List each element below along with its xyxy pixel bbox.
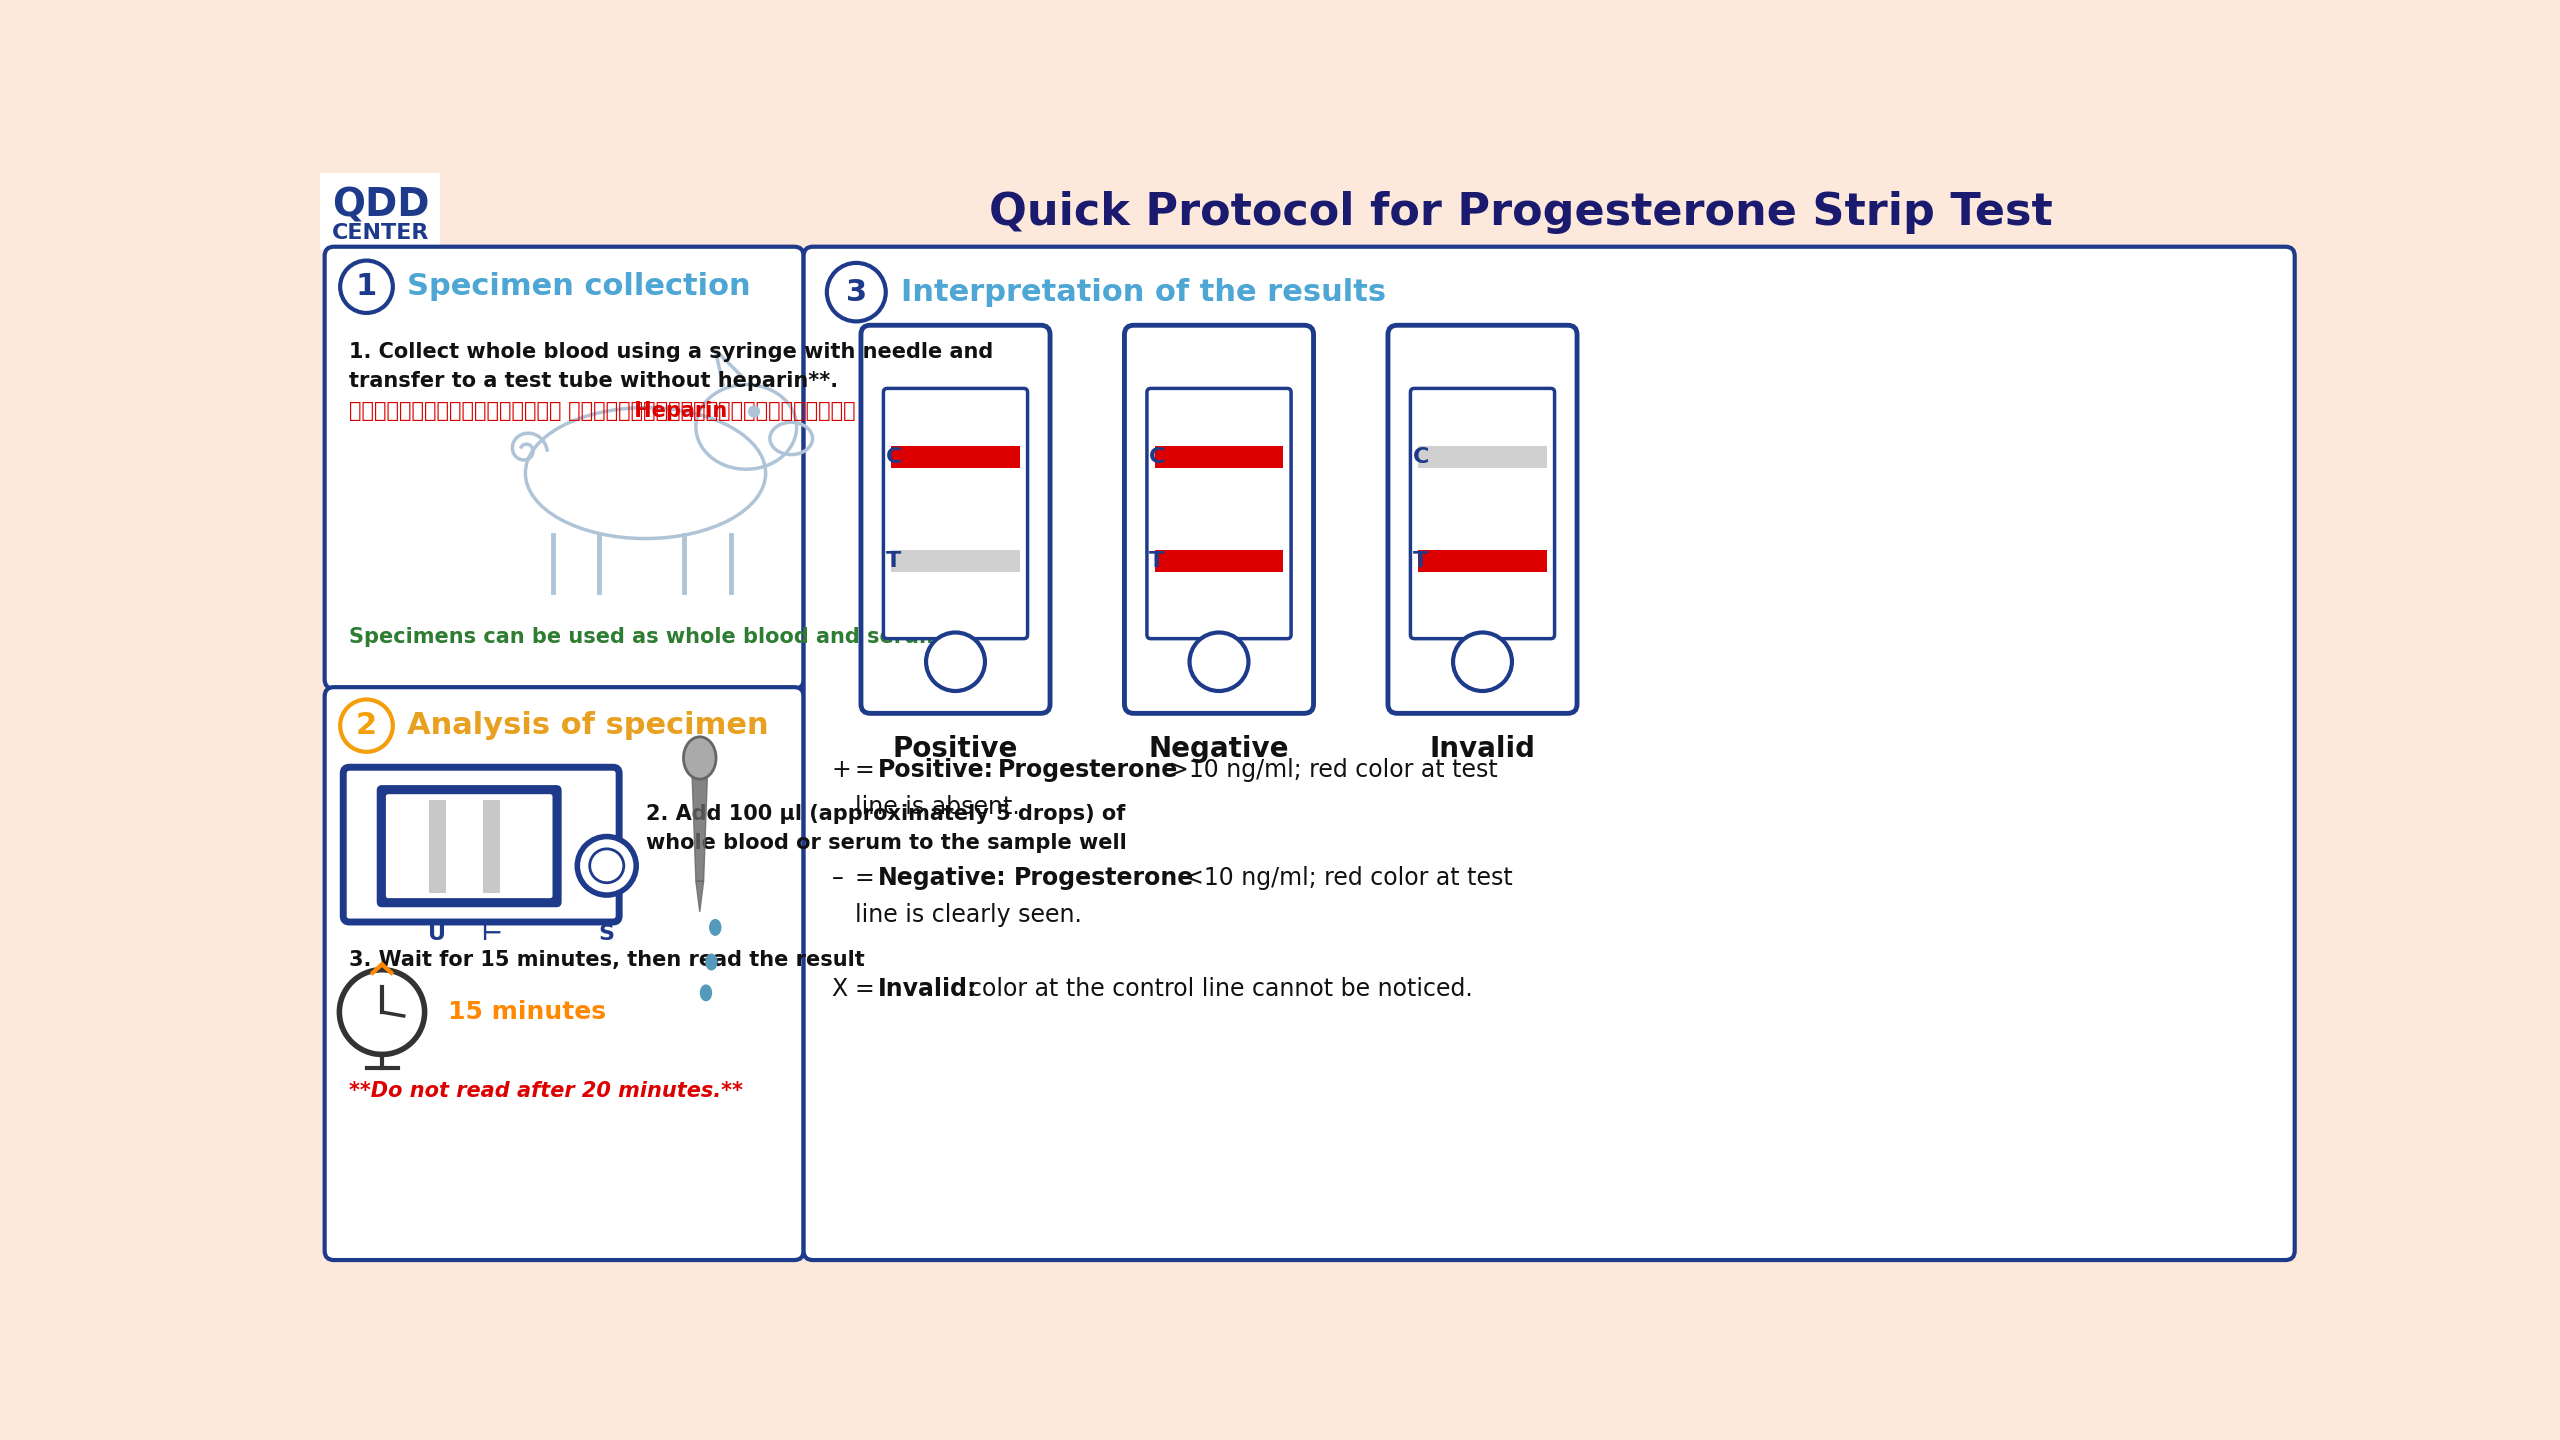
Bar <box>1155 550 1283 572</box>
Text: S: S <box>599 923 614 943</box>
FancyBboxPatch shape <box>860 325 1050 713</box>
Text: 15 minutes: 15 minutes <box>448 1001 607 1024</box>
FancyBboxPatch shape <box>325 246 804 688</box>
Text: >10 ng/ml; red color at test: >10 ng/ml; red color at test <box>1167 757 1498 782</box>
Text: **Do not read after 20 minutes.**: **Do not read after 20 minutes.** <box>351 1081 742 1102</box>
Circle shape <box>827 264 886 321</box>
Text: +: + <box>832 757 852 782</box>
Text: transfer to a test tube without heparin**.: transfer to a test tube without heparin*… <box>351 372 840 392</box>
Text: color at the control line cannot be noticed.: color at the control line cannot be noti… <box>968 978 1472 1001</box>
Text: C: C <box>1413 446 1428 467</box>
Text: Positive:: Positive: <box>878 757 993 782</box>
Circle shape <box>927 632 986 691</box>
Polygon shape <box>696 881 704 912</box>
Text: line is absent.: line is absent. <box>855 795 1019 819</box>
FancyBboxPatch shape <box>804 246 2294 1260</box>
Bar <box>891 446 1019 468</box>
Text: 1: 1 <box>356 272 376 301</box>
Bar <box>1418 446 1546 468</box>
Text: Negative: Negative <box>1149 734 1290 763</box>
Circle shape <box>579 837 637 896</box>
Text: –: – <box>832 865 842 890</box>
Text: whole blood or serum to the sample well: whole blood or serum to the sample well <box>645 834 1126 854</box>
Text: Quick Protocol for Progesterone Strip Test: Quick Protocol for Progesterone Strip Te… <box>988 192 2053 235</box>
Polygon shape <box>691 773 707 881</box>
Text: 3. Wait for 15 minutes, then read the result: 3. Wait for 15 minutes, then read the re… <box>351 950 865 971</box>
Bar <box>891 550 1019 572</box>
Ellipse shape <box>704 953 717 971</box>
FancyBboxPatch shape <box>1124 325 1313 713</box>
Text: QDD: QDD <box>333 186 430 225</box>
FancyBboxPatch shape <box>325 687 804 1260</box>
Text: X: X <box>832 978 847 1001</box>
Text: Analysis of specimen: Analysis of specimen <box>407 711 768 740</box>
Text: 1. Collect whole blood using a syringe with needle and: 1. Collect whole blood using a syringe w… <box>351 343 993 363</box>
Text: 2. Add 100 µl (approximately 5 drops) of: 2. Add 100 µl (approximately 5 drops) of <box>645 804 1124 824</box>
Text: Negative:: Negative: <box>878 865 1006 890</box>
FancyBboxPatch shape <box>1411 389 1554 639</box>
Text: Positive: Positive <box>893 734 1019 763</box>
Circle shape <box>748 406 760 418</box>
Text: CENTER: CENTER <box>333 223 430 243</box>
Text: เก็บตัวอย่างเลือด โดยใช้หลอดที่ปราศจากสาร: เก็บตัวอย่างเลือด โดยใช้หลอดที่ปราศจากสา… <box>351 400 855 420</box>
Text: Heparin: Heparin <box>627 400 727 420</box>
Bar <box>1418 550 1546 572</box>
Text: =: = <box>855 757 883 782</box>
Text: 3: 3 <box>845 278 868 307</box>
Bar <box>1155 446 1283 468</box>
Bar <box>320 173 2304 249</box>
Circle shape <box>1454 632 1513 691</box>
Circle shape <box>340 700 392 752</box>
Text: line is clearly seen.: line is clearly seen. <box>855 903 1083 927</box>
Text: T: T <box>886 552 901 570</box>
Text: T: T <box>1149 552 1165 570</box>
Bar <box>484 799 499 893</box>
Ellipse shape <box>709 919 722 936</box>
Text: <10 ng/ml; red color at test: <10 ng/ml; red color at test <box>1185 865 1513 890</box>
Text: 2: 2 <box>356 711 376 740</box>
Text: T: T <box>1413 552 1428 570</box>
Text: C: C <box>1149 446 1165 467</box>
Text: Invalid: Invalid <box>1428 734 1536 763</box>
Text: Invalid:: Invalid: <box>878 978 978 1001</box>
Text: =: = <box>855 978 883 1001</box>
Ellipse shape <box>684 737 717 779</box>
Circle shape <box>1190 632 1249 691</box>
FancyBboxPatch shape <box>379 786 561 906</box>
Text: Progesterone: Progesterone <box>1014 865 1193 890</box>
FancyBboxPatch shape <box>387 795 553 899</box>
Circle shape <box>589 848 625 883</box>
Text: =: = <box>855 865 883 890</box>
Text: ⊢: ⊢ <box>481 923 502 943</box>
Text: Specimens can be used as whole blood and serum*.: Specimens can be used as whole blood and… <box>351 626 960 647</box>
Text: C: C <box>886 446 901 467</box>
Circle shape <box>340 261 392 312</box>
Ellipse shape <box>699 985 712 1001</box>
Text: Specimen collection: Specimen collection <box>407 272 750 301</box>
Text: Interpretation of the results: Interpretation of the results <box>901 278 1388 307</box>
FancyBboxPatch shape <box>1147 389 1290 639</box>
Text: Progesterone: Progesterone <box>998 757 1178 782</box>
FancyBboxPatch shape <box>883 389 1027 639</box>
Bar <box>320 173 440 249</box>
Bar <box>428 799 445 893</box>
FancyBboxPatch shape <box>1388 325 1577 713</box>
FancyBboxPatch shape <box>343 768 620 922</box>
Circle shape <box>340 969 425 1054</box>
Text: U: U <box>428 923 445 943</box>
